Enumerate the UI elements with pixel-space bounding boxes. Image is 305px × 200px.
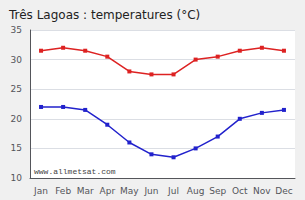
svg-text:Jul: Jul: [167, 186, 179, 196]
svg-text:Nov: Nov: [253, 186, 271, 196]
svg-text:35: 35: [11, 25, 22, 35]
svg-text:10: 10: [11, 173, 23, 183]
svg-text:Apr: Apr: [100, 186, 116, 196]
svg-text:Sep: Sep: [209, 186, 226, 196]
svg-text:Feb: Feb: [55, 186, 71, 196]
svg-text:Mar: Mar: [77, 186, 94, 196]
svg-text:Jan: Jan: [33, 186, 48, 196]
svg-text:Dec: Dec: [275, 186, 292, 196]
svg-text:Oct: Oct: [232, 186, 248, 196]
svg-text:15: 15: [11, 143, 22, 153]
svg-text:May: May: [120, 186, 139, 196]
svg-text:Jun: Jun: [143, 186, 158, 196]
svg-text:30: 30: [11, 55, 23, 65]
svg-text:20: 20: [11, 114, 23, 124]
svg-text:25: 25: [11, 84, 22, 94]
svg-text:Aug: Aug: [187, 186, 205, 196]
svg-text:Três Lagoas : temperatures (°C: Três Lagoas : temperatures (°C): [8, 8, 200, 22]
svg-text:www.allmetsat.com: www.allmetsat.com: [34, 167, 116, 176]
